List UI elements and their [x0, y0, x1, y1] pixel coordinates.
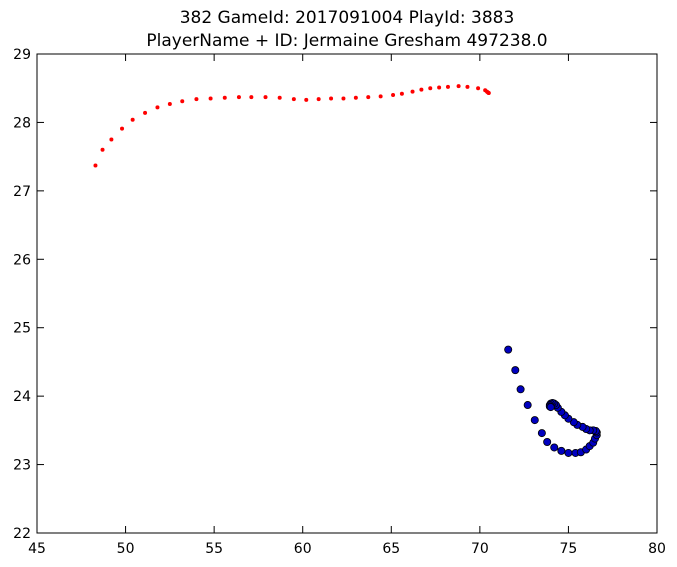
- series-0-point-27: [419, 87, 424, 92]
- x-tick-label-3: 60: [294, 541, 312, 557]
- series-1-point-3: [523, 401, 532, 410]
- plot-marks: [93, 84, 601, 457]
- series-0-point-8: [180, 99, 185, 104]
- series-1-point-8: [557, 446, 566, 455]
- series-0-point-3: [120, 126, 125, 131]
- series-1-point-35: [546, 403, 555, 412]
- series-0-point-17: [304, 97, 309, 102]
- x-tick-label-7: 80: [648, 541, 666, 557]
- series-1-point-5: [537, 429, 546, 438]
- y-tick-label-5: 27: [13, 184, 31, 200]
- x-tick-label-5: 70: [471, 541, 489, 557]
- series-0-point-30: [445, 84, 450, 89]
- series-0-point-14: [263, 95, 268, 100]
- series-1-point-1: [511, 366, 520, 375]
- series-0-point-11: [222, 95, 227, 100]
- series-0-point-38: [486, 91, 491, 96]
- y-tick-label-6: 28: [13, 115, 31, 131]
- series-0-point-13: [249, 95, 254, 100]
- series-0: [93, 84, 491, 168]
- x-tick-label-2: 55: [205, 541, 223, 557]
- series-0-point-12: [236, 95, 241, 100]
- series-0-point-5: [143, 110, 148, 115]
- series-0-point-29: [437, 85, 442, 90]
- series-0-point-28: [428, 86, 433, 91]
- series-0-point-33: [476, 86, 481, 91]
- series-0-point-18: [316, 97, 321, 102]
- series-0-point-0: [93, 163, 98, 168]
- chart-subtitle: PlayerName + ID: Jermaine Gresham 497238…: [146, 31, 547, 51]
- x-tick-label-1: 50: [117, 541, 135, 557]
- series-0-point-22: [366, 95, 371, 100]
- x-tick-label-6: 75: [560, 541, 578, 557]
- y-tick-label-3: 25: [13, 321, 31, 337]
- series-0-point-9: [194, 97, 199, 102]
- series-0-point-20: [341, 96, 346, 101]
- series-0-point-4: [130, 117, 135, 122]
- y-tick-label-7: 29: [13, 47, 31, 63]
- series-1-point-9: [564, 448, 573, 457]
- series-0-point-19: [329, 96, 334, 101]
- chart-title: 382 GameId: 2017091004 PlayId: 3883: [180, 8, 515, 28]
- series-1-point-4: [530, 416, 539, 425]
- series-1: [504, 345, 601, 457]
- x-tick-label-4: 65: [382, 541, 400, 557]
- series-0-point-23: [378, 94, 383, 99]
- series-0-point-32: [465, 84, 470, 89]
- y-tick-label-4: 26: [13, 252, 31, 268]
- series-0-point-24: [391, 93, 396, 98]
- series-0-point-1: [100, 147, 105, 152]
- series-1-point-0: [504, 345, 513, 354]
- series-1-point-2: [516, 385, 525, 394]
- y-tick-label-1: 23: [13, 458, 31, 474]
- series-0-point-6: [155, 105, 160, 110]
- axis-ticks: 45 50 55 60 65 70 75 80 22 23 24 25 26 27 28 29: [13, 47, 666, 557]
- series-0-point-15: [277, 95, 282, 100]
- series-0-point-31: [456, 84, 461, 89]
- y-tick-label-0: 22: [13, 526, 31, 542]
- series-1-point-6: [543, 437, 552, 446]
- series-0-point-21: [353, 95, 358, 100]
- series-0-point-25: [399, 91, 404, 96]
- series-0-point-26: [410, 89, 415, 94]
- series-0-point-7: [167, 101, 172, 106]
- x-tick-label-0: 45: [28, 541, 46, 557]
- series-1-point-7: [550, 443, 559, 452]
- series-0-point-10: [208, 96, 213, 101]
- plot-frame: [36, 53, 658, 534]
- series-0-point-16: [291, 97, 296, 102]
- series-0-point-2: [109, 137, 114, 142]
- y-tick-label-2: 24: [13, 389, 31, 405]
